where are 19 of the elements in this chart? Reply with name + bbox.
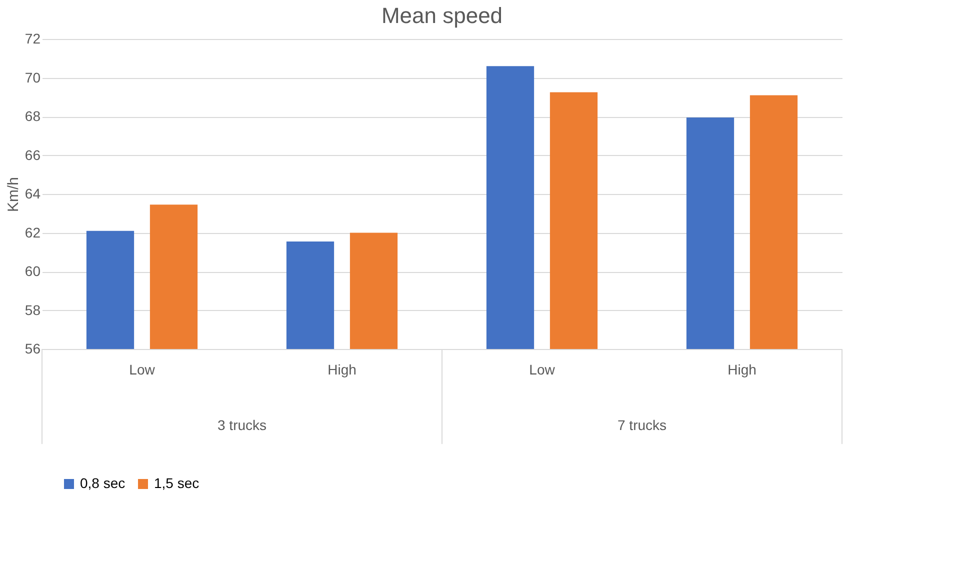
- x-tick-label: Low: [129, 362, 156, 378]
- y-tick-label: 58: [24, 302, 41, 318]
- legend-label: 1,5 sec: [154, 475, 200, 491]
- y-tick-label: 68: [24, 108, 41, 124]
- y-tick-label: 66: [24, 146, 41, 163]
- y-axis-title: Km/h: [4, 176, 22, 212]
- y-tick-label: 70: [24, 69, 41, 86]
- y-tick-label: 72: [24, 30, 41, 46]
- text: 7 trucks: [617, 417, 667, 433]
- text: 3 trucks: [217, 417, 267, 433]
- y-tick-label: 62: [24, 224, 41, 240]
- y-tick-label: 56: [24, 340, 41, 356]
- y-tick-label: 64: [24, 186, 41, 202]
- x-tick-label: High: [728, 362, 756, 378]
- x-tick-label: High: [328, 362, 356, 378]
- legend-label: 0,8 sec: [80, 475, 126, 491]
- chart-title: Mean speed: [381, 3, 503, 28]
- x-tick-label: Low: [529, 362, 556, 378]
- y-tick-label: 60: [24, 263, 41, 279]
